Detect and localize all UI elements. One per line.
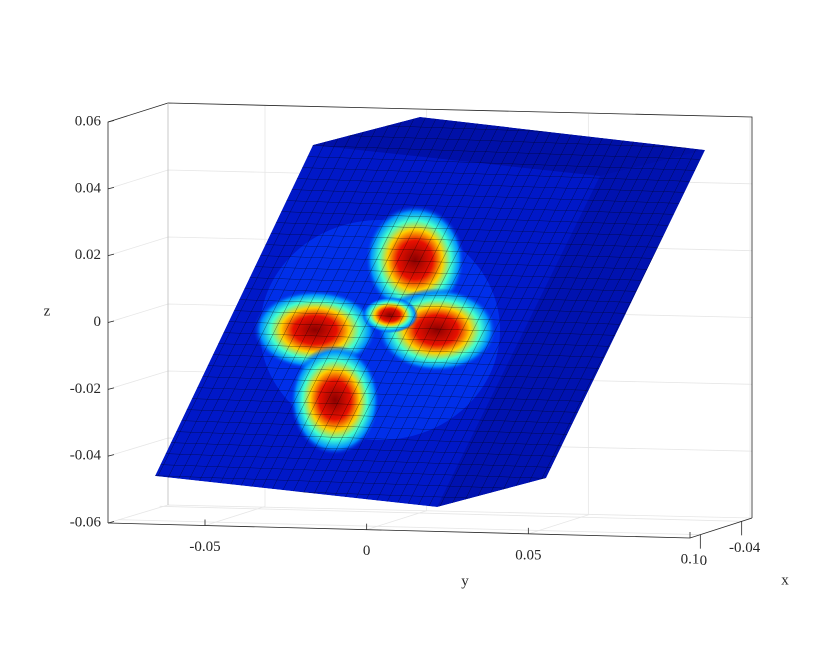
z-tick-label: -0.06: [70, 514, 102, 530]
grid-line: [118, 519, 701, 536]
z-tick-label: 0.06: [75, 113, 102, 129]
y-axis-label: y: [461, 573, 469, 589]
z-tick-label: 0: [94, 314, 102, 330]
y-tick-label: 0.1: [681, 551, 700, 567]
x-tick-label: -0.04: [729, 540, 761, 556]
z-tick: [107, 387, 115, 390]
y-tick-label: 0: [363, 543, 371, 559]
z-tick-label: 0.04: [75, 180, 102, 196]
z-tick-label: 0.02: [75, 247, 101, 263]
z-tick: [107, 120, 115, 123]
grid-line: [204, 105, 266, 526]
surface: [155, 117, 705, 507]
y-tick-label: -0.05: [189, 539, 220, 555]
z-tick: [107, 320, 115, 323]
z-tick: [107, 186, 115, 190]
mesh: [155, 117, 705, 507]
x-tick-label: 0: [700, 553, 708, 569]
y-tick-label: 0.05: [515, 547, 541, 563]
z-tick: [107, 454, 115, 457]
grid-line: [159, 505, 742, 522]
z-tick-label: -0.02: [70, 381, 101, 397]
z-axis-label: z: [44, 303, 51, 319]
x-axis-label: x: [781, 572, 789, 588]
grid-line: [689, 118, 751, 539]
z-tick: [107, 253, 115, 257]
z-tick: [107, 521, 115, 524]
z-tick-label: -0.04: [70, 448, 102, 464]
